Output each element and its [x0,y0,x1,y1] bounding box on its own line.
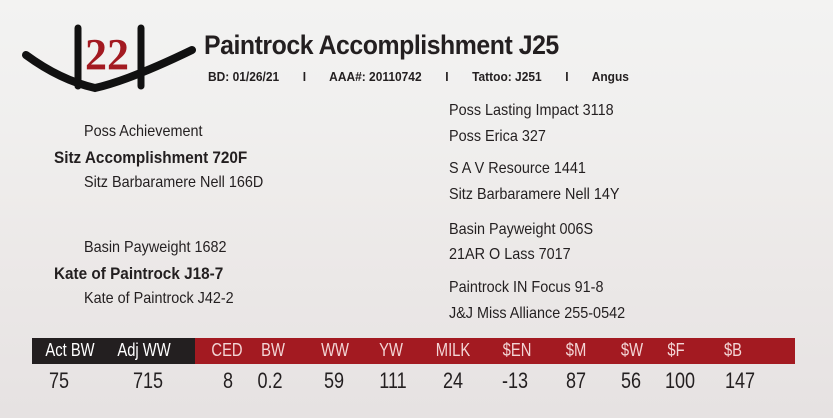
birth-date: BD: 01/26/21 [208,69,280,84]
animal-details: BD: 01/26/21 I AAA#: 20110742 I Tattoo: … [208,69,649,84]
stats-bar-epd [195,338,795,364]
brand-number: 22 [85,30,129,79]
tattoo: Tattoo: J251 [472,69,542,84]
stat-header: $B [723,340,743,360]
stat-header: $M [565,340,587,360]
stat-header: Act BW [45,340,95,360]
brand-logo-icon [22,24,196,93]
separator: I [565,69,569,84]
stat-value: 24 [442,368,464,393]
gen3-5: Basin Payweight 006S [449,221,594,238]
breed: Angus [591,69,629,84]
stat-header: YW [379,340,403,360]
gen3-1: Poss Lasting Impact 3118 [449,102,614,119]
animal-name: Paintrock Accomplishment J25 [204,30,559,60]
stats-bar-actual [32,338,195,364]
stat-header: Adj WW [117,340,171,360]
aaa-number: AAA#: 20110742 [329,69,422,84]
stat-header: BW [261,340,285,360]
stat-header: CED [211,340,243,360]
stat-value: 111 [379,368,407,393]
gen3-4: Sitz Barbaramere Nell 14Y [449,186,620,203]
stat-value: 0.2 [257,368,283,393]
gen3-8: J&J Miss Alliance 255-0542 [449,305,626,322]
dam: Kate of Paintrock J18-7 [54,264,224,283]
stat-header: MILK [435,340,471,360]
sire-dam: Sitz Barbaramere Nell 166D [84,174,264,191]
dam-sire: Basin Payweight 1682 [84,239,227,256]
stat-value: 75 [48,368,70,393]
stat-value: 56 [620,368,642,393]
separator: I [445,69,449,84]
stat-header: $F [667,340,685,360]
stat-value: 715 [132,368,164,393]
stat-header: $W [620,340,644,360]
gen3-3: S A V Resource 1441 [449,160,586,177]
stat-value: 87 [565,368,587,393]
stat-value: 100 [664,368,696,393]
stat-value: 147 [724,368,756,393]
stat-value: -13 [501,368,529,393]
gen3-2: Poss Erica 327 [449,128,546,145]
gen3-6: 21AR O Lass 7017 [449,246,571,263]
gen3-7: Paintrock IN Focus 91-8 [449,279,604,296]
sire-sire: Poss Achievement [84,123,203,140]
sire: Sitz Accomplishment 720F [54,148,248,167]
stat-header: $EN [502,340,532,360]
stat-header: WW [321,340,349,360]
stat-value: 8 [222,368,234,393]
separator: I [302,69,307,84]
dam-dam: Kate of Paintrock J42-2 [84,290,234,307]
stat-value: 59 [323,368,345,393]
